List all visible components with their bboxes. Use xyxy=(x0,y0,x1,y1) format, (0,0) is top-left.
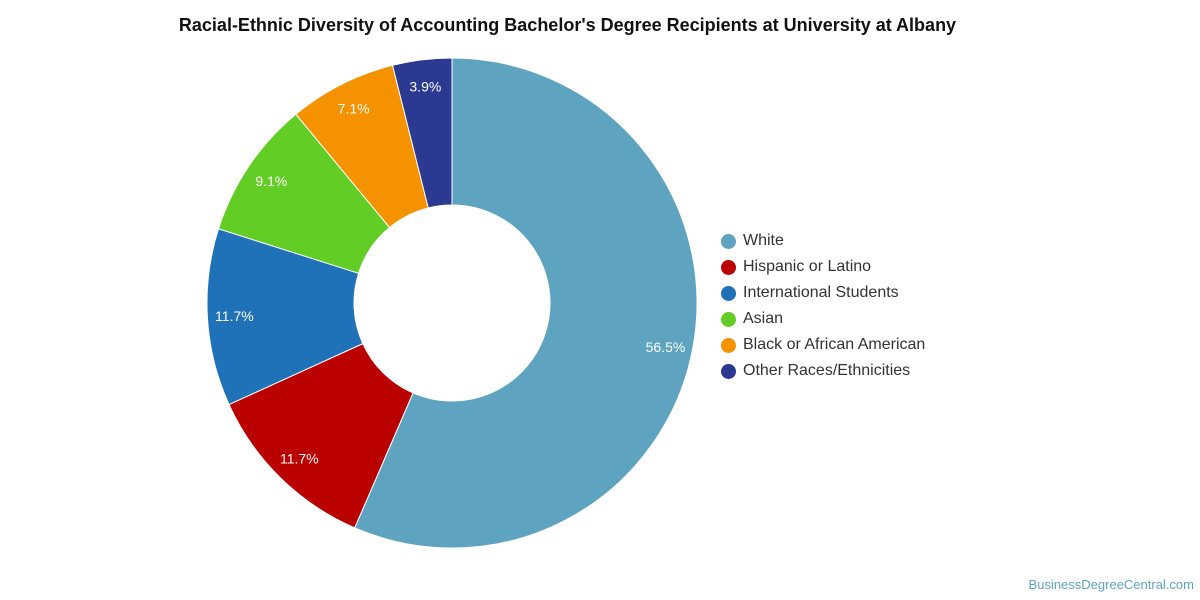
legend-label: Black or African American xyxy=(743,336,926,353)
legend-item-asian[interactable]: Asian xyxy=(721,306,925,332)
legend-label: White xyxy=(743,232,784,249)
legend-label: Asian xyxy=(743,310,784,327)
legend-label: International Students xyxy=(743,284,899,301)
legend-item-other-races-ethnicities[interactable]: Other Races/Ethnicities xyxy=(721,358,925,384)
legend-item-black-or-african-american[interactable]: Black or African American xyxy=(721,332,925,358)
legend-item-hispanic-or-latino[interactable]: Hispanic or Latino xyxy=(721,254,925,280)
legend-swatch xyxy=(721,233,736,249)
legend-item-white[interactable]: White xyxy=(721,228,925,254)
data-label-black-or-african-american: 7.1% xyxy=(338,100,370,116)
slice-white[interactable] xyxy=(354,57,698,549)
data-labels-group: 56.5% 11.7% 11.7% 9.1% 7.1% 3.9% xyxy=(215,79,685,467)
slice-hispanic-or-latino[interactable] xyxy=(228,342,414,529)
chart-title: Racial-Ethnic Diversity of Accounting Ba… xyxy=(178,15,957,35)
legend: White Hispanic or Latino International Stu… xyxy=(721,228,925,384)
source-credit[interactable]: BusinessDegreeCentral.com xyxy=(1028,577,1194,592)
slice-other-races-ethnicities[interactable] xyxy=(391,57,453,209)
legend-swatch xyxy=(721,285,736,301)
legend-label: Other Races/Ethnicities xyxy=(743,362,911,379)
legend-swatch xyxy=(721,363,736,379)
legend-item-international-students[interactable]: International Students xyxy=(721,280,925,306)
legend-swatch xyxy=(721,311,736,327)
data-label-asian: 9.1% xyxy=(255,173,287,189)
legend-swatch xyxy=(721,259,736,275)
data-label-other-races-ethnicities: 3.9% xyxy=(409,79,441,95)
data-label-hispanic-or-latino: 11.7% xyxy=(280,451,319,467)
legend-swatch xyxy=(721,337,736,353)
legend-label: Hispanic or Latino xyxy=(743,258,872,275)
slice-international-students[interactable] xyxy=(206,228,364,406)
slices-group xyxy=(206,57,698,549)
data-label-white: 56.5% xyxy=(646,339,686,355)
data-label-international-students: 11.7% xyxy=(215,308,254,324)
